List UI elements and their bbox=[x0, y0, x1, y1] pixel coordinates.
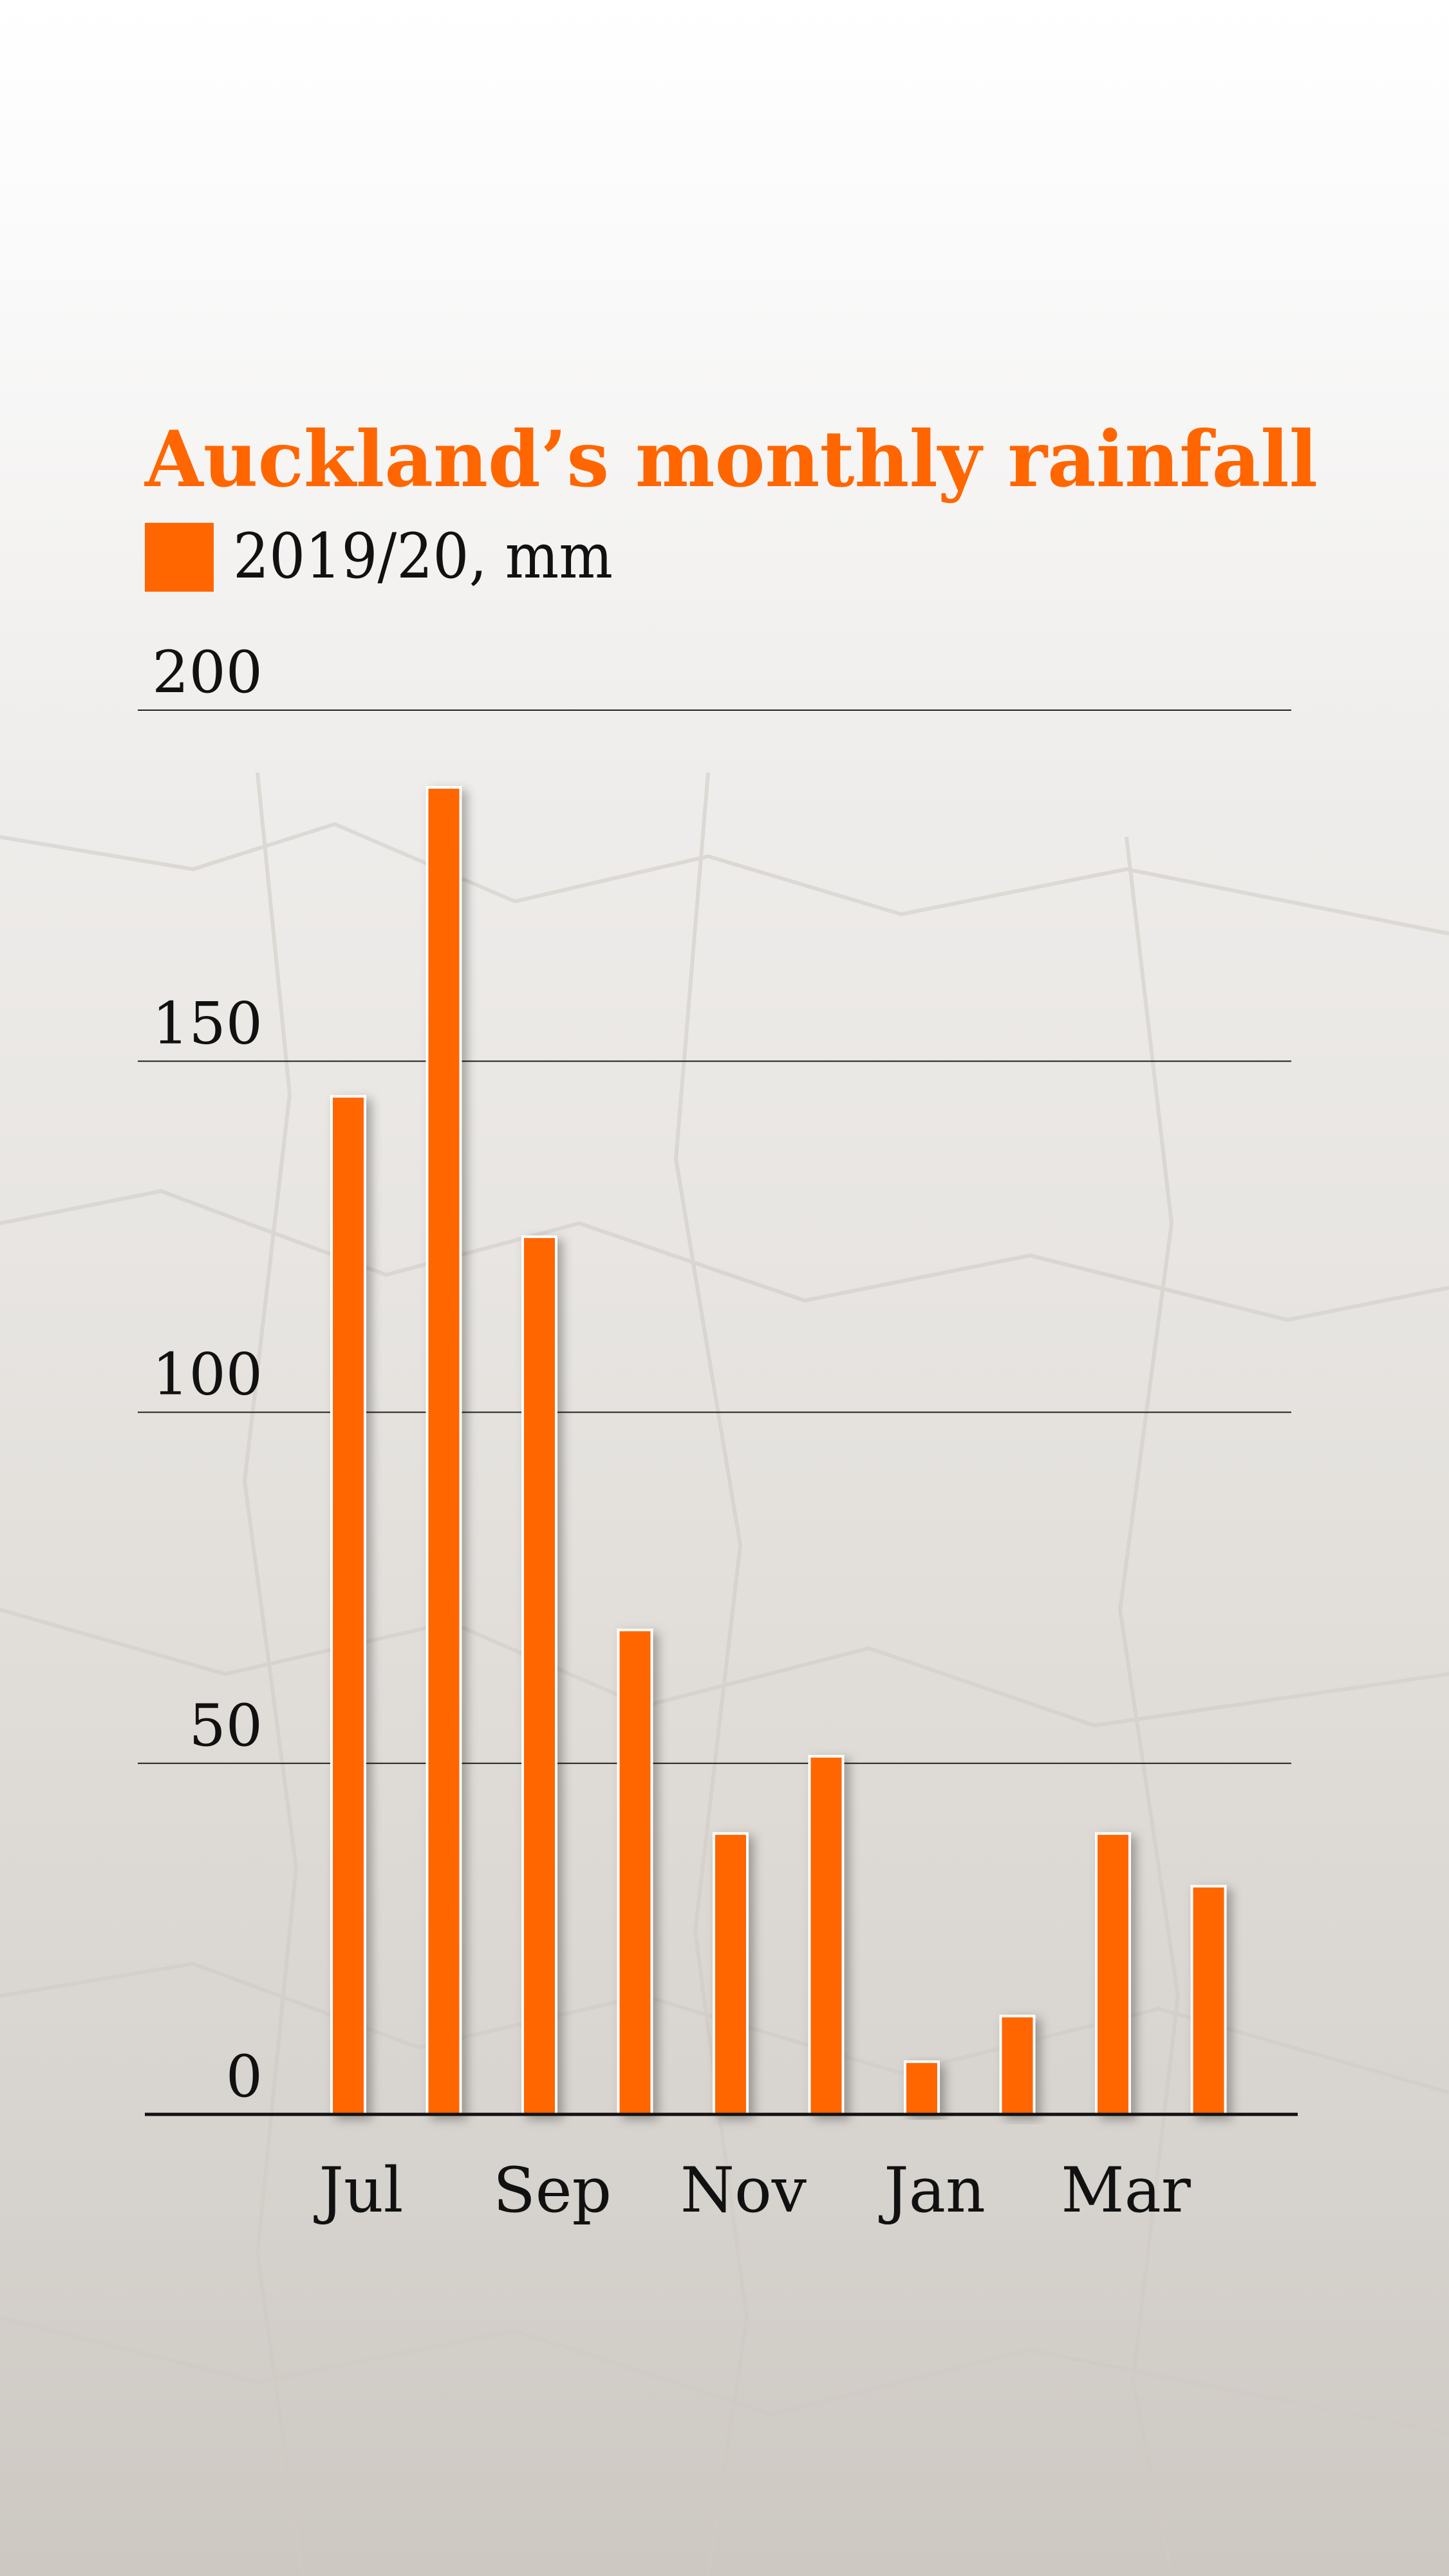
x-tick-label: Mar bbox=[1061, 2154, 1191, 2226]
x-tick-label: Jul bbox=[313, 2154, 403, 2226]
x-tick-label: Sep bbox=[493, 2154, 612, 2226]
x-tick-label: Nov bbox=[680, 2154, 807, 2226]
y-tick-label: 150 bbox=[152, 990, 263, 1057]
cracked-earth-background bbox=[0, 772, 1449, 2576]
bar-oct bbox=[617, 1628, 653, 2116]
bar-jan bbox=[904, 2060, 940, 2116]
bar-apr bbox=[1190, 1885, 1227, 2116]
y-tick-label: 0 bbox=[226, 2043, 263, 2111]
bar-dec bbox=[808, 1754, 845, 2116]
bar-sep bbox=[521, 1235, 557, 2116]
y-tick-label: 200 bbox=[152, 639, 263, 706]
bar-jul bbox=[330, 1095, 366, 2116]
bar-feb bbox=[999, 2015, 1036, 2116]
x-tick-label: Jan bbox=[878, 2154, 986, 2226]
legend-swatch bbox=[145, 523, 214, 592]
y-tick-label: 50 bbox=[189, 1692, 263, 1760]
legend-label: 2019/20, mm bbox=[233, 520, 613, 592]
chart-title: Auckland’s monthly rainfall bbox=[144, 414, 1318, 505]
bar-nov bbox=[713, 1832, 749, 2116]
bar-mar bbox=[1095, 1832, 1131, 2116]
bar-aug bbox=[425, 785, 462, 2116]
y-tick-label: 100 bbox=[152, 1341, 263, 1409]
